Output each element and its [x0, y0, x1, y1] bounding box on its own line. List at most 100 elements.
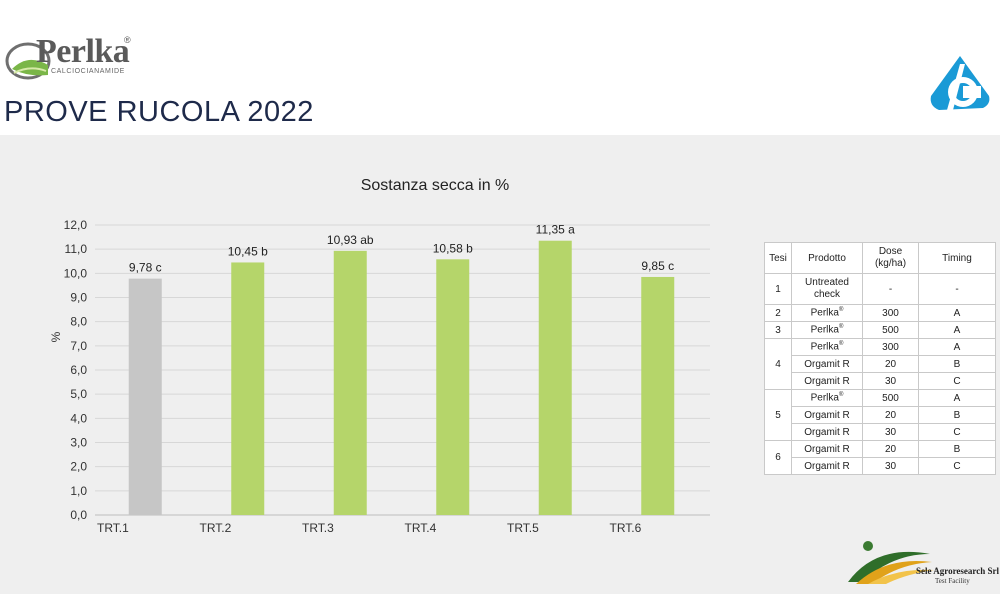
cell-dose: 500: [862, 321, 919, 339]
bar-chart: 0,0 1,0 2,0 3,0 4,0 5,0 6,0 7,0 8,0 9,0 10,0 11,0 12…: [49, 218, 710, 535]
cell-prodotto: Orgamit R: [791, 457, 863, 475]
col-header-prodotto: Prodotto: [791, 242, 863, 274]
table-row: 4 Perlka® 300 A: [764, 338, 996, 390]
table-row: Orgamit R 20 B: [765, 406, 996, 424]
registered-mark: ®: [838, 307, 844, 314]
table-row: 3 Perlka® 500 A: [764, 321, 996, 339]
cell-prodotto: Orgamit R: [791, 372, 863, 390]
cell-prodotto: Orgamit R: [791, 423, 863, 441]
table-header-row: Tesi Prodotto Dose (kg/ha) Timing: [764, 242, 996, 274]
cell-timing: C: [918, 372, 996, 390]
table-row: 6 Orgamit R 20 B: [764, 440, 996, 475]
cell-tesi: 2: [764, 304, 792, 322]
cell-prodotto: Perlka®: [791, 304, 863, 322]
registered-mark: ®: [838, 324, 844, 331]
logo-subtitle: CALCIOCIANAMIDE: [51, 68, 125, 75]
cell-dose: 30: [862, 372, 919, 390]
y-tick-label: 6,0: [70, 363, 87, 377]
perlka-leaf-icon: [5, 42, 51, 80]
company-subtitle: Test Facility: [935, 577, 970, 585]
table-row: Orgamit R 20 B: [765, 355, 996, 373]
cell-timing: B: [918, 355, 996, 373]
bar: [641, 276, 675, 515]
cell-dose: -: [862, 273, 919, 305]
cell-dose: 20: [862, 440, 919, 458]
x-tick-label: TRT.3: [302, 521, 334, 535]
y-tick-label: 1,0: [70, 484, 87, 498]
cell-dose: 300: [862, 304, 919, 322]
y-tick-label: 0,0: [70, 508, 87, 522]
treatment-table-wrap: Tesi Prodotto Dose (kg/ha) Timing 1 Untre…: [764, 242, 996, 475]
y-tick-label: 8,0: [70, 315, 87, 329]
x-tick-label: TRT.1: [97, 521, 129, 535]
treatment-table: Tesi Prodotto Dose (kg/ha) Timing 1 Untre…: [764, 242, 996, 475]
col-header-timing: Timing: [918, 242, 996, 274]
cell-dose: 30: [862, 423, 919, 441]
data-label: 10,45 b: [228, 244, 268, 258]
y-tick-label: 3,0: [70, 436, 87, 450]
y-tick-label: 2,0: [70, 460, 87, 474]
bar: [538, 240, 572, 516]
cell-tesi: 3: [764, 321, 792, 339]
sele-field-icon: [848, 541, 934, 584]
table-row: 2 Perlka® 300 A: [764, 304, 996, 322]
cell-prodotto: Perlka®: [791, 321, 863, 339]
cell-dose: 20: [862, 406, 919, 424]
cell-tesi: 5: [764, 389, 792, 441]
logo-registered-mark: ®: [124, 35, 131, 45]
table-row: Orgamit R 30 C: [765, 457, 996, 475]
x-tick-label: TRT.6: [610, 521, 642, 535]
x-tick-label: TRT.4: [405, 521, 437, 535]
cell-prodotto: Orgamit R: [791, 355, 863, 373]
cell-dose: 20: [862, 355, 919, 373]
table-row: Orgamit R 30 C: [765, 423, 996, 441]
logo-wordmark: Perlka: [36, 33, 130, 70]
table-row: 5 Perlka® 500 A: [764, 389, 996, 441]
cell-timing: C: [918, 423, 996, 441]
table-row: Orgamit R 30 C: [765, 372, 996, 390]
x-tick-label: TRT.2: [200, 521, 232, 535]
registered-mark: ®: [838, 392, 844, 399]
brand-logo-icon: [930, 56, 990, 110]
cell-tesi: 1: [764, 273, 792, 305]
x-tick-label: TRT.5: [507, 521, 539, 535]
cell-tesi: 4: [764, 338, 792, 390]
sele-agroresearch-logo: [846, 536, 996, 586]
y-tick-label: 7,0: [70, 339, 87, 353]
bar: [128, 278, 162, 515]
company-name: Sele Agroresearch Srl: [916, 566, 999, 576]
page-title: PROVE RUCOLA 2022: [4, 96, 314, 128]
y-tick-label: 5,0: [70, 387, 87, 401]
y-tick-label: 12,0: [64, 218, 88, 232]
y-tick-label: 10,0: [64, 266, 88, 280]
cell-prodotto: Orgamit R: [791, 440, 863, 458]
y-tick-label: 11,0: [65, 242, 88, 256]
y-axis-label: %: [49, 331, 63, 342]
cell-prodotto: Perlka®: [791, 389, 863, 407]
cell-tesi: 6: [764, 440, 792, 475]
cell-timing: C: [918, 457, 996, 475]
cell-dose: 300: [862, 338, 919, 356]
cell-timing: B: [918, 406, 996, 424]
cell-timing: A: [918, 389, 996, 407]
registered-mark: ®: [838, 341, 844, 348]
data-label: 10,58 b: [433, 241, 473, 255]
cell-timing: A: [918, 321, 996, 339]
col-header-tesi: Tesi: [764, 242, 792, 274]
bar: [231, 262, 265, 515]
header: Perlka ® CALCIOCIANAMIDE PROVE RUCOLA 20…: [0, 0, 1000, 135]
cell-timing: A: [918, 338, 996, 356]
y-tick-label: 9,0: [70, 291, 87, 305]
data-label: 10,93 ab: [327, 233, 374, 247]
y-tick-label: 4,0: [70, 411, 87, 425]
cell-prodotto: Perlka®: [791, 338, 863, 356]
perlka-logo: Perlka ® CALCIOCIANAMIDE: [4, 33, 144, 83]
bar: [436, 259, 470, 515]
cell-timing: B: [918, 440, 996, 458]
table-row: 1 Untreated check - -: [764, 273, 996, 305]
col-header-dose: Dose (kg/ha): [862, 242, 919, 274]
cell-timing: A: [918, 304, 996, 322]
cell-timing: -: [918, 273, 996, 305]
cell-dose: 500: [862, 389, 919, 407]
cell-prodotto: Untreated check: [791, 273, 863, 305]
